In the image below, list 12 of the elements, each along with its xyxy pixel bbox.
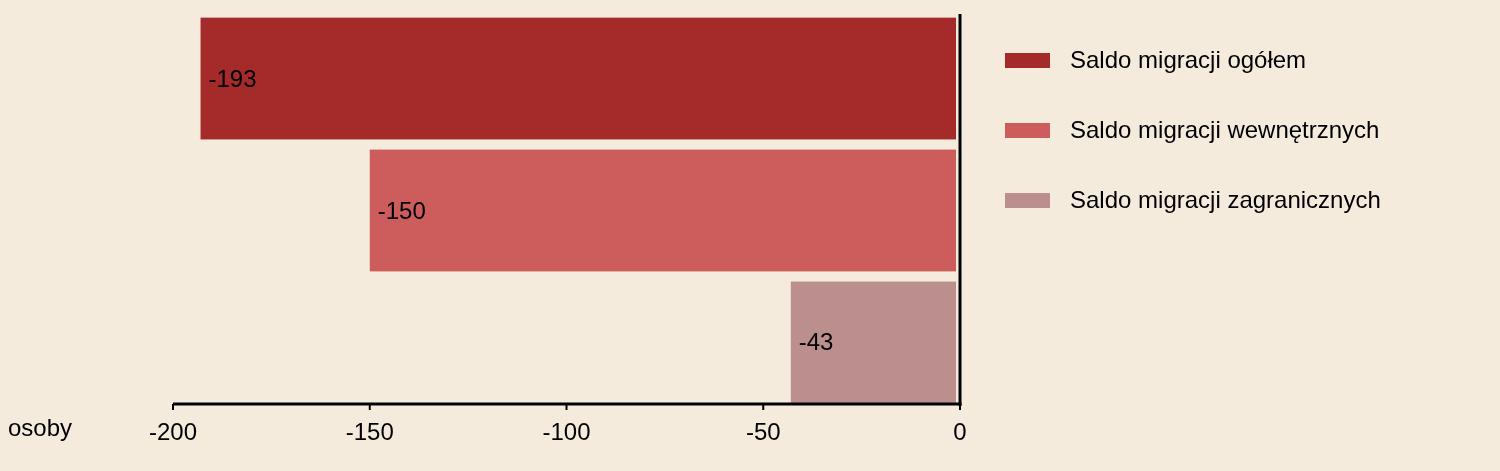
x-tick-label: -50: [745, 418, 781, 445]
data-label: -43: [798, 328, 834, 356]
x-tick-label: -200: [148, 418, 198, 445]
x-tick-label: -100: [542, 418, 591, 445]
x-tick-label: 0: [953, 418, 967, 445]
x-tick-label: -150: [345, 418, 394, 445]
legend-label: Saldo migracji zagranicznych: [1070, 186, 1381, 213]
legend-label: Saldo migracji wewnętrznych: [1070, 116, 1380, 143]
data-label: -193: [208, 64, 257, 92]
data-label: -150: [377, 196, 426, 224]
x-axis-title: osoby: [8, 414, 73, 441]
legend-label: Saldo migracji ogółem: [1070, 46, 1307, 73]
